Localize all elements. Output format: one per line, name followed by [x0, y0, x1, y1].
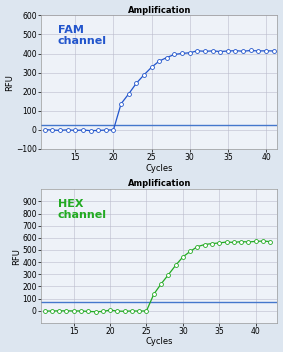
Title: Amplification: Amplification	[128, 6, 191, 14]
X-axis label: Cycles: Cycles	[145, 338, 173, 346]
Y-axis label: RFU: RFU	[12, 247, 21, 264]
Text: HEX
channel: HEX channel	[57, 199, 106, 220]
X-axis label: Cycles: Cycles	[145, 164, 173, 172]
Title: Amplification: Amplification	[128, 180, 191, 188]
Text: FAM
channel: FAM channel	[57, 25, 106, 46]
Y-axis label: RFU: RFU	[6, 74, 14, 90]
